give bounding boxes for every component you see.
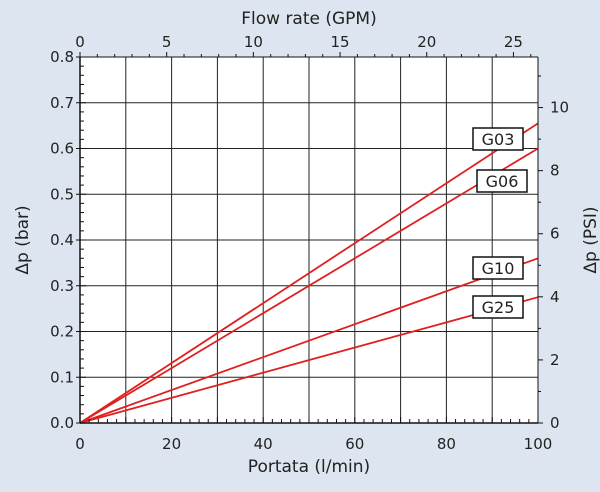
top-tick-label: 10	[244, 33, 263, 51]
bottom-tick-label: 60	[345, 435, 364, 453]
series-tag-label: G10	[482, 259, 515, 278]
left-tick-label: 0.7	[50, 94, 74, 112]
series-tag-box	[472, 256, 524, 280]
top-axis-title: Flow rate (GPM)	[241, 9, 377, 29]
left-tick-label: 0.5	[50, 185, 74, 203]
left-tick-label: 0.3	[50, 277, 74, 295]
left-tick-label: 0.4	[50, 231, 74, 249]
series-line-g03	[79, 122, 539, 424]
bottom-axis-title: Portata (l/min)	[248, 457, 370, 477]
top-tick-label: 25	[504, 33, 523, 51]
right-tick-label: 6	[550, 225, 560, 243]
right-tick-label: 2	[550, 351, 560, 369]
left-tick-label: 0.2	[50, 323, 74, 341]
top-tick-label: 20	[417, 33, 436, 51]
bottom-tick-label: 80	[437, 435, 456, 453]
left-axis-title: Δp (bar)	[13, 205, 33, 274]
series-tag-box	[472, 295, 524, 319]
series-tag-g25: G25	[472, 295, 524, 319]
left-tick-label: 0.6	[50, 140, 74, 158]
series-line-g25	[79, 296, 539, 424]
right-tick-label: 4	[550, 288, 560, 306]
bottom-tick-label: 40	[254, 435, 273, 453]
right-tick-label: 8	[550, 162, 560, 180]
bottom-tick-label: 20	[162, 435, 181, 453]
series-tag-box	[472, 127, 524, 151]
series-line-g10	[79, 257, 539, 424]
series-tag-label: G25	[482, 298, 515, 317]
right-axis-title: Δp (PSI)	[581, 206, 600, 273]
series-tag-g10: G10	[472, 256, 524, 280]
series-line-g06	[79, 147, 539, 424]
left-tick-label: 0.1	[50, 368, 74, 386]
series-tag-g06: G06	[476, 169, 528, 193]
left-tick-label: 0.8	[50, 48, 74, 66]
bottom-tick-label: 0	[75, 435, 85, 453]
top-tick-label: 15	[331, 33, 350, 51]
left-tick-label: 0.0	[50, 414, 74, 432]
series-tag-label: G03	[482, 130, 515, 149]
bottom-tick-label: 100	[524, 435, 553, 453]
right-tick-label: 10	[550, 99, 569, 117]
top-tick-label: 0	[75, 33, 85, 51]
right-tick-label: 0	[550, 414, 560, 432]
series-tag-label: G06	[486, 172, 519, 191]
series-tag-g03: G03	[472, 127, 524, 151]
series-tag-box	[476, 169, 528, 193]
top-tick-label: 5	[162, 33, 172, 51]
